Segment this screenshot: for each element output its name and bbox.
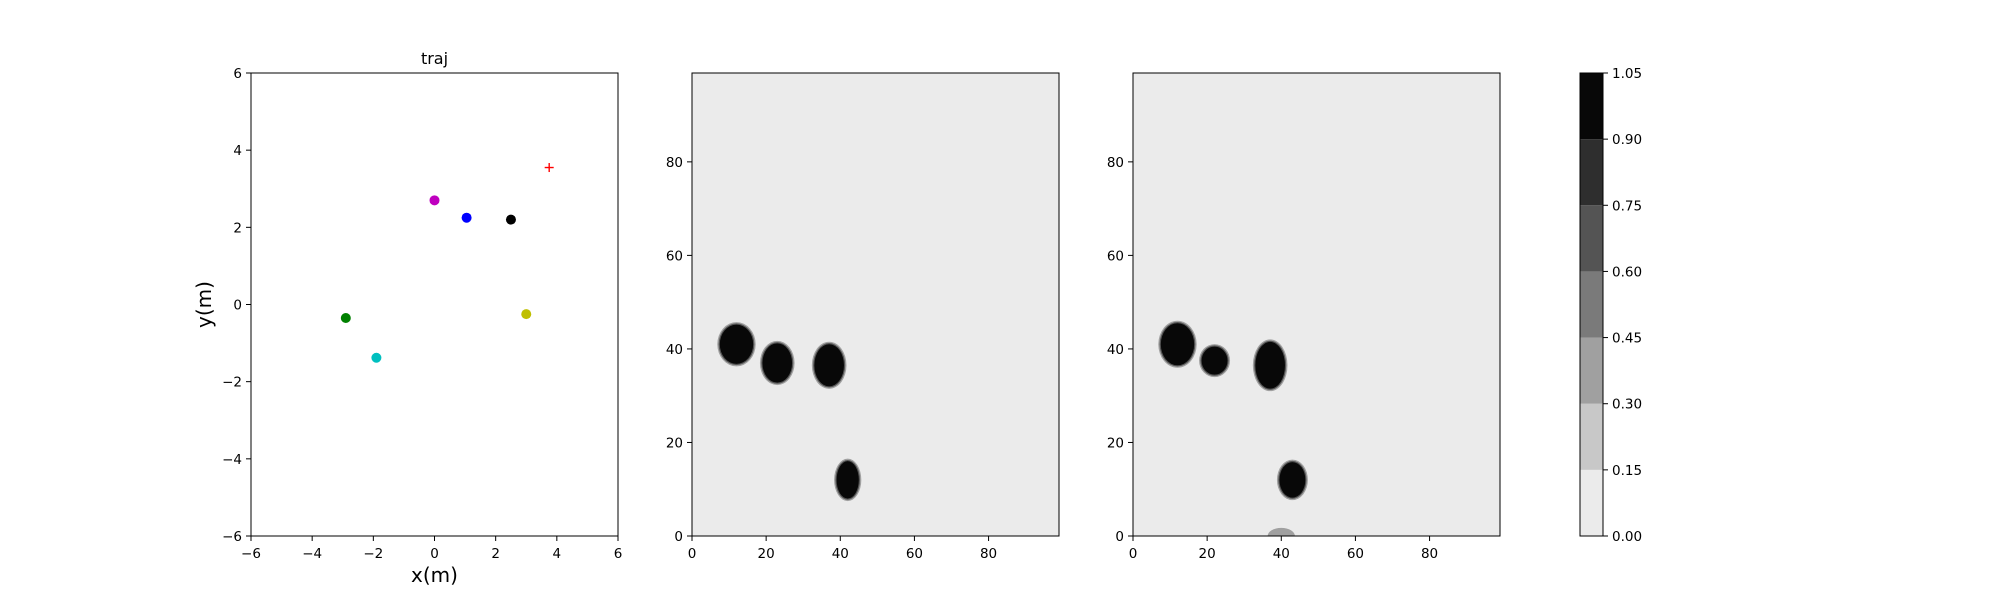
- blob-core: [1270, 530, 1293, 536]
- x-tick-label: 20: [758, 546, 775, 562]
- colorbar-segment: [1580, 205, 1603, 272]
- y-tick-label: 0: [1115, 529, 1124, 545]
- colorbar-segment: [1580, 337, 1603, 404]
- x-tick-label: 80: [1421, 546, 1438, 562]
- colorbar-tick-label: 0.30: [1612, 397, 1642, 413]
- goal-marker: [544, 163, 554, 173]
- scatter-point: [429, 195, 440, 206]
- x-tick-label: 40: [832, 546, 849, 562]
- y-tick-label: 0: [674, 529, 683, 545]
- colorbar-tick-label: 0.45: [1612, 331, 1642, 347]
- colorbar-tick-label: 0.15: [1612, 463, 1642, 479]
- blob-core: [1201, 346, 1228, 375]
- y-tick-label: 2: [233, 220, 242, 236]
- heatmap-cells: [1158, 320, 1308, 536]
- blob-core: [1160, 323, 1195, 366]
- blob-core: [814, 344, 844, 387]
- colorbar-segment: [1580, 469, 1603, 536]
- scatter-point: [371, 352, 382, 363]
- x-tick-label: −4: [302, 546, 322, 562]
- y-tick-label: 40: [666, 342, 683, 358]
- scatter-point: [340, 313, 351, 324]
- x-tick-label: −6: [241, 546, 261, 562]
- y-tick-label: 60: [1107, 248, 1124, 264]
- x-tick-label: −2: [363, 546, 383, 562]
- scatter-point: [461, 212, 472, 223]
- y-tick-label: 20: [1107, 435, 1124, 451]
- x-tick-label: 20: [1199, 546, 1216, 562]
- y-tick-label: 0: [233, 298, 242, 314]
- axes-frame: [1132, 72, 1501, 537]
- colorbar: 0.00 0.15 0.30 0.45 0.60 0.75 0.90 1.05: [1579, 66, 1642, 545]
- blob-core: [1279, 462, 1306, 498]
- colorbar-tick-label: 1.05: [1612, 66, 1642, 82]
- colorbar-segment: [1580, 271, 1603, 338]
- blob-core: [836, 461, 859, 499]
- colorbar-segment: [1580, 139, 1603, 206]
- trajectory-plot: −6 −4 −2 0 2 4 6 −6 −4 −2 0 2 4 6 traj x(m) y(m): [192, 49, 622, 587]
- y-tick-label: −6: [222, 529, 242, 545]
- blob-core: [762, 343, 793, 383]
- x-tick-label: 60: [906, 546, 923, 562]
- x-tick-label: 0: [430, 546, 439, 562]
- colorbar-tick-label: 0.75: [1612, 198, 1642, 214]
- y-tick-label: 6: [233, 66, 242, 82]
- scatter-point: [521, 309, 532, 320]
- occupancy-map-1: 0 20 40 60 80 0 20 40 60 80: [666, 72, 1060, 562]
- x-axis-label: x(m): [411, 563, 458, 587]
- colorbar-tick-label: 0.00: [1612, 529, 1642, 545]
- x-tick-label: 2: [491, 546, 500, 562]
- blob-core: [719, 324, 754, 364]
- colorbar-frame: [1579, 72, 1604, 537]
- y-tick-label: 60: [666, 248, 683, 264]
- plot-title: traj: [421, 49, 448, 68]
- y-tick-label: 80: [666, 155, 683, 171]
- scatter-point: [505, 214, 516, 225]
- x-tick-label: 80: [980, 546, 997, 562]
- heatmap-background: [1133, 73, 1500, 536]
- colorbar-segment: [1580, 403, 1603, 470]
- plot-background: [251, 73, 618, 536]
- y-tick-label: 4: [233, 143, 242, 159]
- colorbar-tick-label: 0.90: [1612, 132, 1642, 148]
- y-tick-label: 40: [1107, 342, 1124, 358]
- x-tick-label: 60: [1347, 546, 1364, 562]
- x-tick-label: 6: [614, 546, 623, 562]
- x-tick-label: 40: [1273, 546, 1290, 562]
- x-tick-label: 4: [553, 546, 562, 562]
- axes-frame: [250, 72, 619, 537]
- y-tick-label: 20: [666, 435, 683, 451]
- axes-frame: [691, 72, 1060, 537]
- occupancy-map-2: 0 20 40 60 80 0 20 40 60 80: [1107, 72, 1501, 562]
- x-tick-label: 0: [688, 546, 697, 562]
- y-tick-label: 80: [1107, 155, 1124, 171]
- heatmap-background: [692, 73, 1059, 536]
- y-tick-label: −2: [222, 375, 242, 391]
- colorbar-tick-label: 0.60: [1612, 264, 1642, 280]
- colorbar-segment: [1580, 73, 1603, 140]
- y-tick-label: −4: [222, 452, 242, 468]
- blob-core: [1255, 341, 1285, 389]
- heatmap-cells: [717, 322, 862, 502]
- x-tick-label: 0: [1129, 546, 1138, 562]
- y-axis-label: y(m): [192, 281, 216, 328]
